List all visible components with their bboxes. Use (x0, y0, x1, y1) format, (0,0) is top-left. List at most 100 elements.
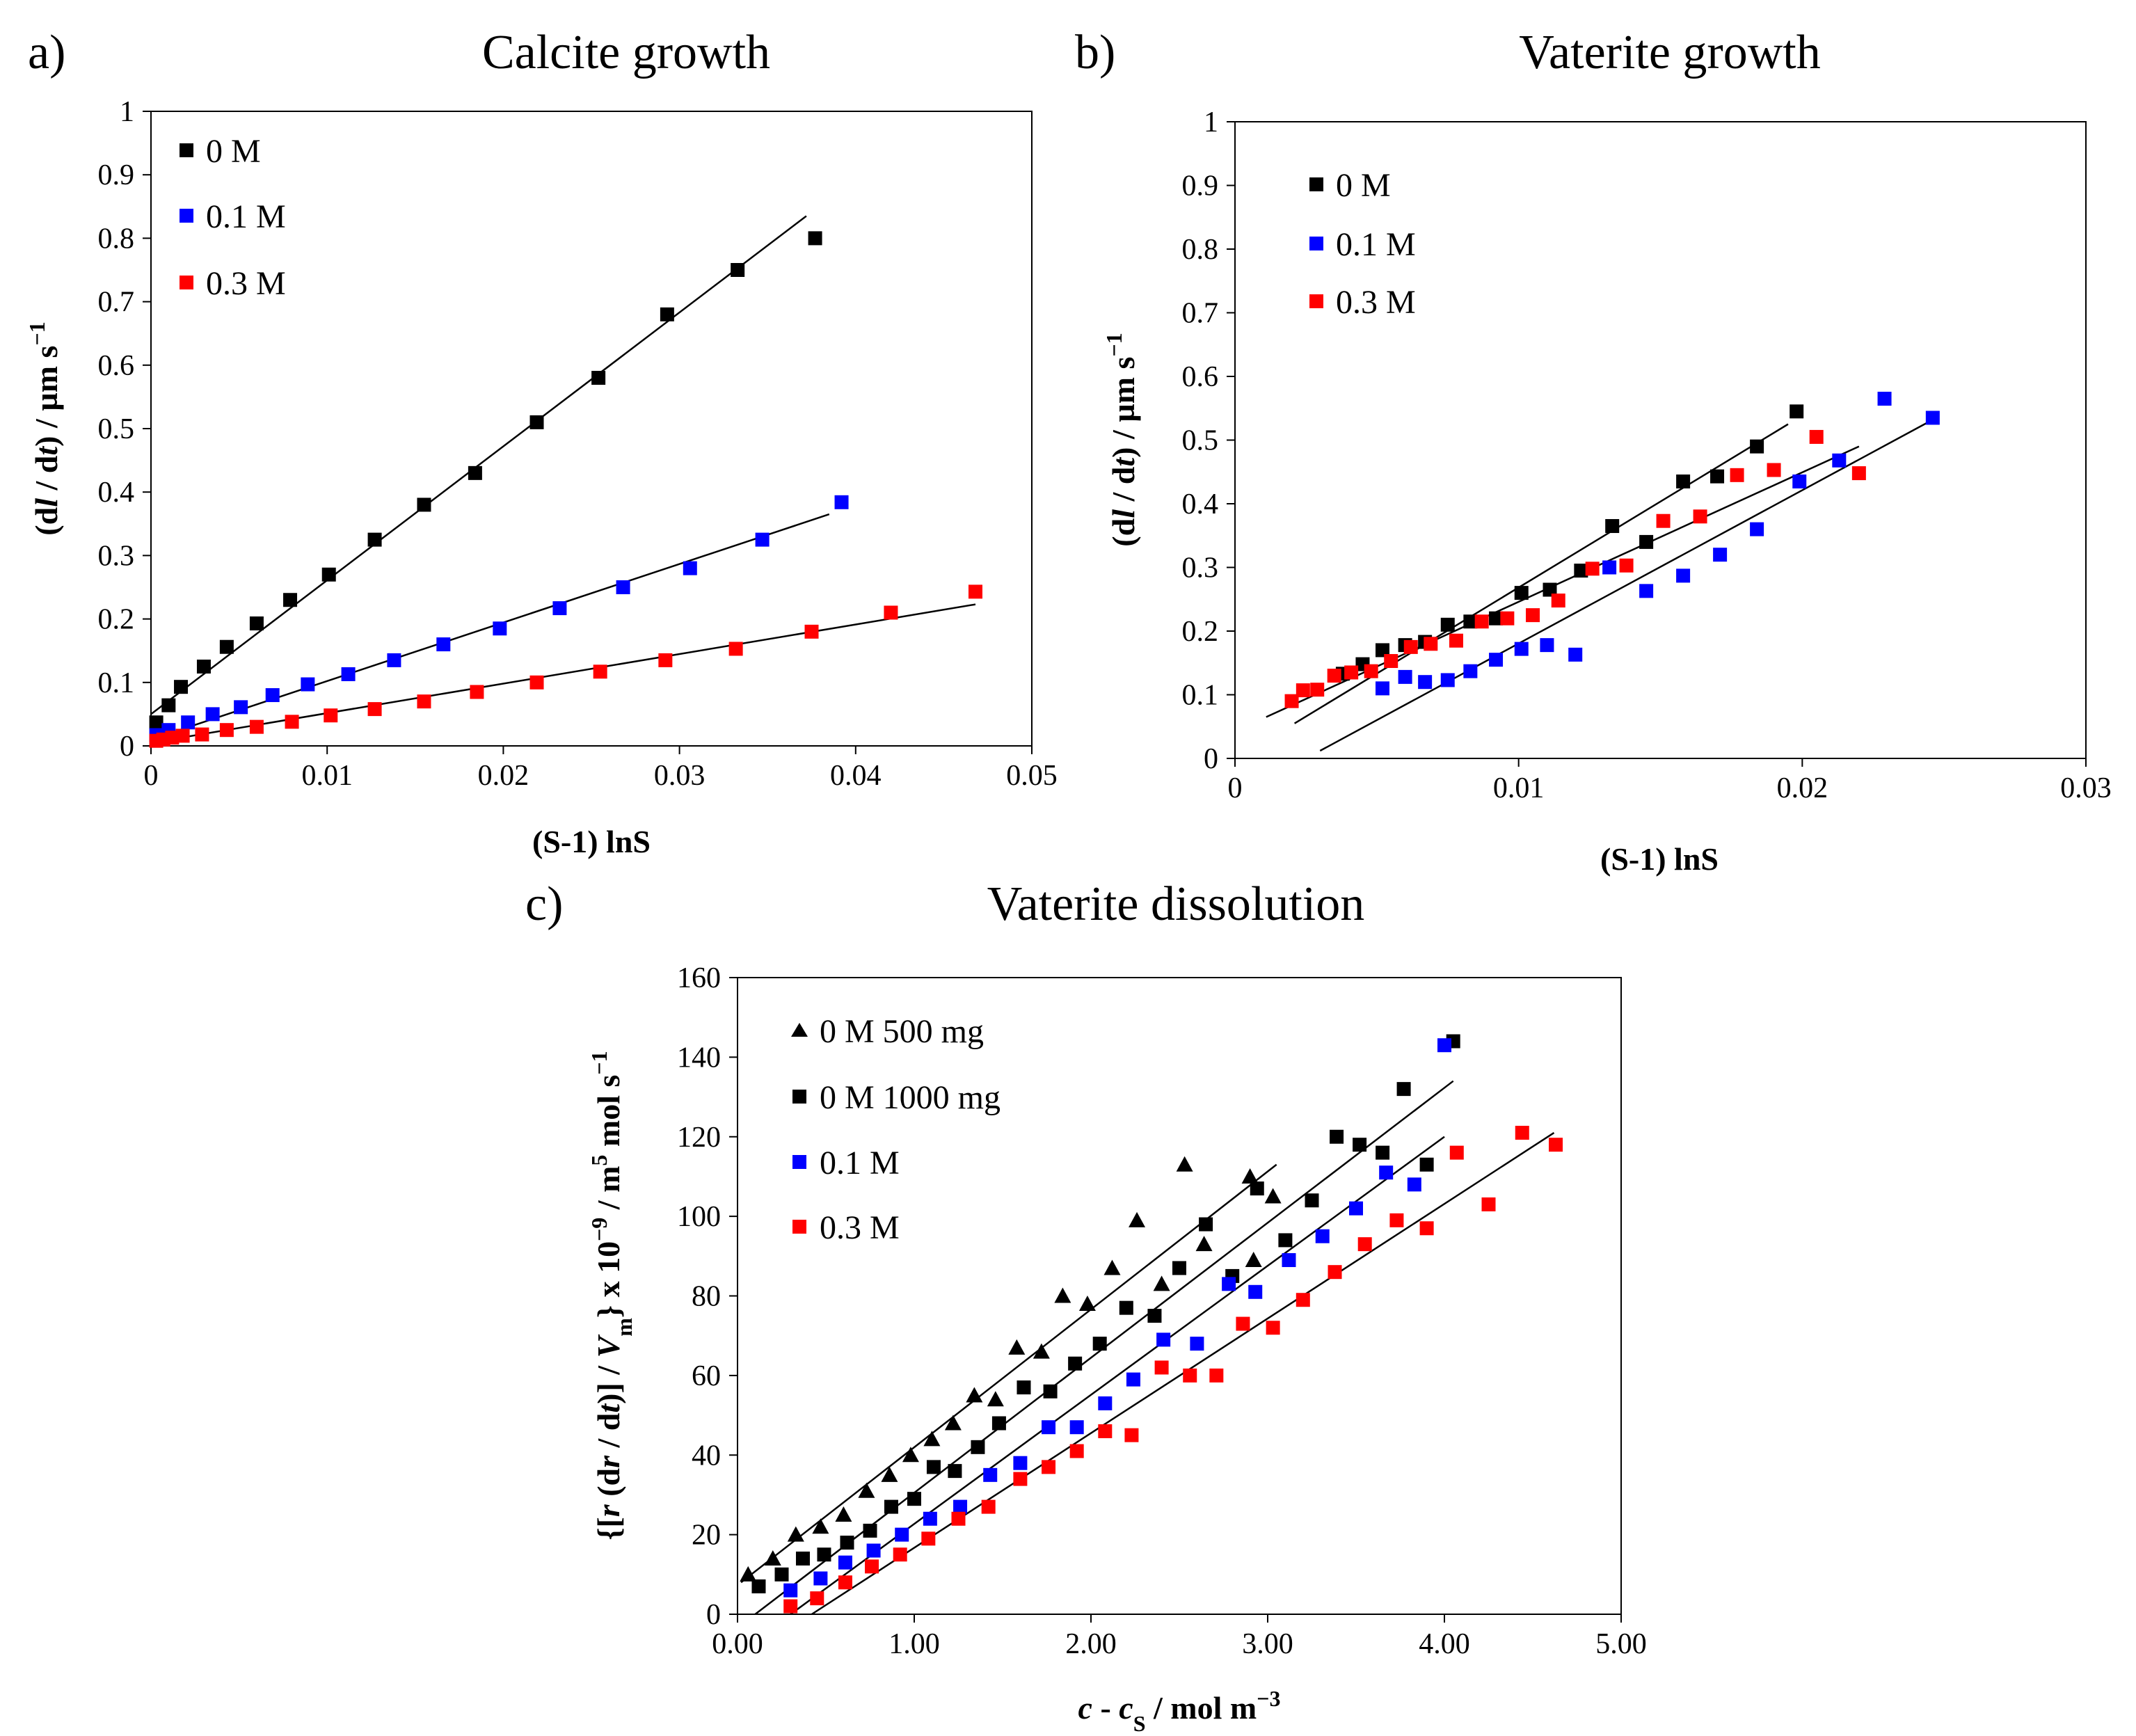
point-a-0-12 (591, 371, 606, 385)
point-a-2-2 (165, 731, 180, 745)
y-tick-label-c-8: 160 (677, 962, 721, 994)
y-tick-label-b-1: 0.1 (1182, 680, 1219, 712)
point-c-2-10 (1069, 1420, 1084, 1435)
point-c-0-19 (1176, 1156, 1193, 1172)
point-a-2-8 (324, 708, 338, 723)
point-c-3-17 (1266, 1321, 1280, 1335)
legend-label-c-2: 0.1 M (820, 1145, 900, 1181)
point-c-1-10 (971, 1440, 985, 1454)
point-b-1-7 (1540, 638, 1554, 653)
x-tick-label-c-1: 1.00 (888, 1628, 940, 1660)
point-c-2-14 (1190, 1337, 1204, 1351)
y-tick-label-a-8: 0.8 (98, 223, 135, 255)
point-c-0-23 (1264, 1188, 1282, 1204)
point-c-3-24 (1481, 1197, 1496, 1211)
plot-frame-c (737, 977, 1622, 1615)
legend-marker-c-0 (791, 1023, 808, 1037)
point-a-2-15 (728, 642, 743, 656)
x-tick-label-c-4: 4.00 (1419, 1628, 1470, 1660)
point-a-0-10 (468, 465, 482, 480)
point-b-1-15 (1832, 453, 1847, 468)
y-tick-label-a-5: 0.5 (98, 413, 135, 445)
point-b-0-6 (1463, 614, 1478, 629)
y-tick-label-b-2: 0.2 (1182, 616, 1219, 648)
point-a-2-17 (884, 605, 898, 620)
point-b-2-9 (1449, 633, 1463, 648)
point-b-1-17 (1925, 411, 1940, 425)
point-a-2-5 (219, 723, 234, 738)
point-c-2-20 (1379, 1165, 1394, 1180)
y-tick-label-a-3: 0.3 (98, 540, 135, 572)
x-axis-label-a: (S-1) lnS (532, 824, 651, 859)
panel-b-vaterite-growth: b) Vaterite growth 0 0.01 0.02 0.03 0 0.1 0.2 0… (1075, 26, 2112, 877)
legend-label-a-2: 0.3 M (206, 265, 286, 302)
point-c-0-17 (1129, 1211, 1146, 1227)
point-c-0-15 (1078, 1295, 1096, 1311)
point-c-1-22 (1278, 1233, 1293, 1248)
panel-label-b: b) (1075, 26, 1115, 79)
legend-label-c-1: 0 M 1000 mg (820, 1079, 1001, 1116)
point-c-2-17 (1282, 1253, 1296, 1268)
point-a-0-0 (149, 715, 164, 730)
point-c-0-20 (1195, 1236, 1213, 1252)
point-c-2-9 (1042, 1420, 1056, 1435)
point-b-2-14 (1585, 562, 1600, 576)
x-tick-label-a-3: 0.03 (654, 760, 706, 792)
point-b-1-6 (1514, 642, 1529, 656)
point-b-1-16 (1877, 392, 1892, 406)
point-a-1-14 (755, 532, 770, 547)
point-b-0-10 (1574, 564, 1588, 578)
panel-label-a: a) (28, 26, 65, 79)
point-a-1-7 (341, 667, 356, 681)
point-a-0-15 (808, 231, 822, 246)
point-c-3-7 (981, 1499, 996, 1514)
point-b-1-8 (1568, 647, 1583, 662)
point-a-2-12 (529, 675, 544, 690)
y-tick-label-b-3: 0.3 (1182, 552, 1219, 584)
point-c-1-26 (1376, 1145, 1390, 1160)
point-c-3-20 (1357, 1237, 1372, 1252)
legend-marker-c-2 (792, 1155, 806, 1169)
point-c-2-16 (1248, 1284, 1263, 1299)
x-tick-label-b-1: 0.01 (1493, 772, 1545, 804)
legend-label-b-0: 0 M (1336, 167, 1391, 204)
point-c-2-5 (923, 1511, 937, 1526)
point-b-0-8 (1514, 586, 1529, 600)
point-c-1-8 (926, 1460, 941, 1474)
y-tick-label-b-5: 0.5 (1182, 425, 1219, 457)
y-tick-label-a-0: 0 (120, 731, 134, 763)
point-b-1-1 (1398, 669, 1412, 684)
legend-label-b-2: 0.3 M (1336, 284, 1416, 321)
panel-label-c: c) (525, 877, 563, 931)
point-c-3-15 (1209, 1368, 1224, 1383)
point-c-2-6 (953, 1499, 968, 1514)
point-c-0-10 (966, 1387, 983, 1403)
x-tick-label-c-3: 3.00 (1242, 1628, 1293, 1660)
y-tick-label-a-6: 0.6 (98, 350, 135, 382)
point-b-2-0 (1284, 694, 1299, 708)
point-c-2-18 (1315, 1229, 1330, 1243)
point-c-3-21 (1389, 1213, 1404, 1227)
point-b-0-15 (1750, 439, 1764, 454)
point-c-3-2 (838, 1575, 852, 1590)
point-c-2-8 (1013, 1456, 1028, 1470)
point-b-0-13 (1676, 474, 1691, 488)
y-tick-label-c-0: 0 (706, 1599, 721, 1631)
point-a-2-10 (417, 694, 431, 709)
point-a-0-6 (283, 593, 298, 607)
legend-c: 0 M 500 mg 0 M 1000 mg 0.1 M 0.3 M (791, 1013, 1001, 1246)
point-a-2-16 (804, 624, 819, 639)
point-a-0-14 (731, 263, 745, 277)
point-b-1-11 (1676, 568, 1691, 583)
point-c-3-19 (1328, 1265, 1342, 1280)
x-tick-label-a-2: 0.02 (478, 760, 529, 792)
point-a-2-13 (593, 664, 607, 679)
point-a-1-2 (181, 715, 196, 730)
legend-marker-a-0 (180, 143, 193, 157)
y-axis-label-a: (dl / dt) / µm s−1 (24, 321, 64, 535)
point-a-2-14 (658, 653, 673, 667)
point-c-0-21 (1241, 1168, 1259, 1184)
fit-line-b-1 (1319, 419, 1934, 752)
point-b-0-7 (1489, 611, 1504, 626)
